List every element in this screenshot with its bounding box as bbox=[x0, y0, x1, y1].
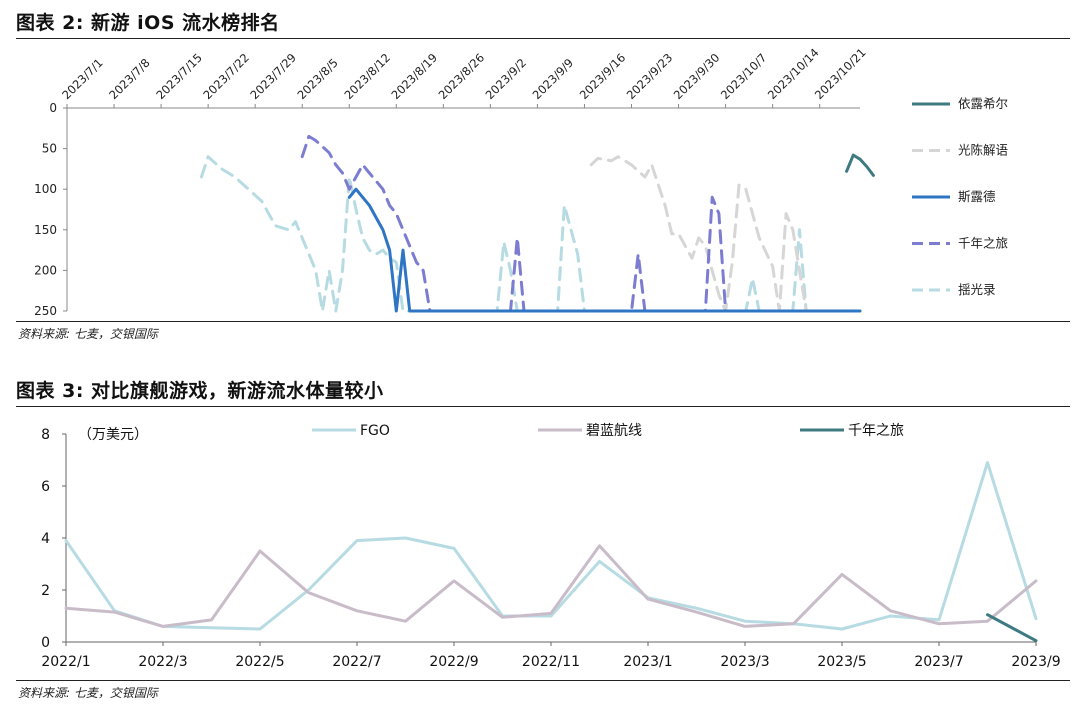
legend-label: FGO bbox=[360, 423, 390, 439]
series-line-2 bbox=[986, 613, 1038, 643]
ranking-chart-series bbox=[199, 134, 875, 313]
x-tick-label: 2023/7 bbox=[914, 654, 963, 670]
legend-label: 依露希尔 bbox=[958, 96, 1008, 111]
y-tick-label: 4 bbox=[41, 531, 50, 547]
figure-3-source: 资料来源: 七麦，交银国际 bbox=[18, 686, 158, 700]
y-tick-label: 0 bbox=[41, 635, 50, 651]
x-tick-label: 2023/3 bbox=[720, 654, 769, 670]
x-tick-label: 2023/9 bbox=[1011, 654, 1060, 670]
figure-3-title: 图表 3: 对比旗舰游戏，新游流水体量较小 bbox=[16, 380, 384, 402]
series-line-0 bbox=[845, 153, 875, 177]
legend-label: 揺光录 bbox=[958, 282, 996, 297]
x-tick-label: 2022/9 bbox=[429, 654, 478, 670]
ranking-chart-axes bbox=[66, 107, 860, 311]
series-line-2 bbox=[347, 187, 862, 313]
y-tick-label: 8 bbox=[41, 427, 50, 443]
figure-2-title: 图表 2: 新游 iOS 流水榜排名 bbox=[16, 12, 280, 34]
figure-2-source: 资料来源: 七麦，交银国际 bbox=[18, 327, 158, 341]
x-tick-label: 2022/5 bbox=[235, 654, 284, 670]
series-line-1 bbox=[64, 544, 1038, 628]
figure-3-top-rule bbox=[16, 406, 1070, 407]
legend-label: 碧蓝航线 bbox=[586, 423, 642, 439]
x-tick-label: 2022/7 bbox=[332, 654, 381, 670]
x-tick-label: 2022/3 bbox=[138, 654, 187, 670]
figure-2-top-rule bbox=[16, 38, 1070, 39]
y-tick-label: 100 bbox=[34, 182, 57, 196]
y-tick-label: 250 bbox=[34, 304, 57, 318]
y-tick-label: 0 bbox=[49, 101, 57, 115]
legend-label: 千年之旅 bbox=[848, 423, 904, 439]
legend-label: 光陈解语 bbox=[958, 143, 1008, 158]
y-tick-label: 6 bbox=[41, 479, 50, 495]
x-tick-label: 2022/11 bbox=[522, 654, 580, 670]
revenue-chart-legend: FGO 碧蓝航线 千年之旅 bbox=[312, 423, 904, 439]
x-tick-label: 2022/1 bbox=[41, 654, 90, 670]
legend-label: 千年之旅 bbox=[958, 236, 1008, 251]
x-tick-label: 2023/5 bbox=[817, 654, 866, 670]
y-tick-label: 200 bbox=[34, 263, 57, 277]
y-tick-label: 150 bbox=[34, 223, 57, 237]
legend-label: 斯露德 bbox=[958, 189, 996, 204]
figure-2-bottom-rule bbox=[16, 321, 1070, 322]
series-line-0 bbox=[64, 461, 1038, 631]
series-line-1 bbox=[589, 155, 808, 313]
figure-3-bottom-rule bbox=[16, 680, 1070, 681]
y-tick-label: 50 bbox=[42, 142, 57, 156]
x-tick-label: 2023/1 bbox=[623, 654, 672, 670]
y-tick-label: 2 bbox=[41, 583, 50, 599]
revenue-chart-series bbox=[64, 461, 1038, 643]
revenue-chart-ticks: 0 2 4 6 8 2022/1 2022/3 2022/5 2022/7 2022/9 2022/… bbox=[41, 427, 1061, 670]
unit-label: （万美元） bbox=[78, 427, 148, 443]
